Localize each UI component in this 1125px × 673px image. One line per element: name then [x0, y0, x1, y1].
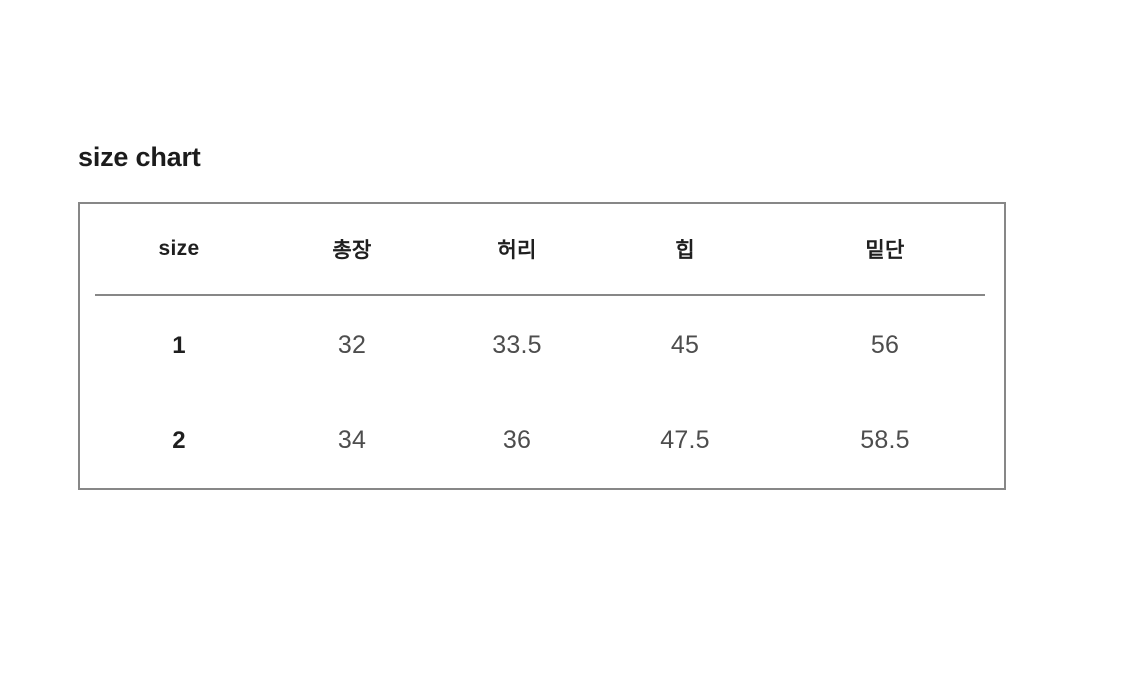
header-divider [95, 294, 985, 296]
column-header-hem: 밑단 [865, 239, 905, 262]
column-header-waist: 허리 [497, 239, 537, 262]
cell-hem: 56 [870, 331, 900, 360]
column-header-size: size [158, 237, 200, 260]
cell-size: 1 [172, 331, 186, 359]
table-header-row: size 총장 허리 힙 밑단 [80, 204, 1008, 294]
cell-hip: 47.5 [660, 426, 710, 455]
size-chart-table-container: size 총장 허리 힙 밑단 1 32 33.5 45 56 2 34 [78, 202, 1006, 490]
table-row: 1 32 33.5 45 56 [80, 294, 1008, 393]
page-title: size chart [78, 142, 201, 172]
size-chart-table: size 총장 허리 힙 밑단 1 32 33.5 45 56 2 34 [80, 204, 1008, 488]
cell-total-length: 32 [337, 331, 367, 360]
table-row: 2 34 36 47.5 58.5 [80, 393, 1008, 488]
cell-size: 2 [172, 426, 186, 454]
column-header-total-length: 총장 [332, 239, 372, 262]
cell-total-length: 34 [337, 426, 367, 455]
cell-waist: 36 [502, 426, 532, 455]
column-header-hip: 힙 [675, 239, 695, 262]
cell-hem: 58.5 [860, 426, 910, 455]
cell-hip: 45 [670, 331, 700, 360]
cell-waist: 33.5 [492, 331, 542, 360]
